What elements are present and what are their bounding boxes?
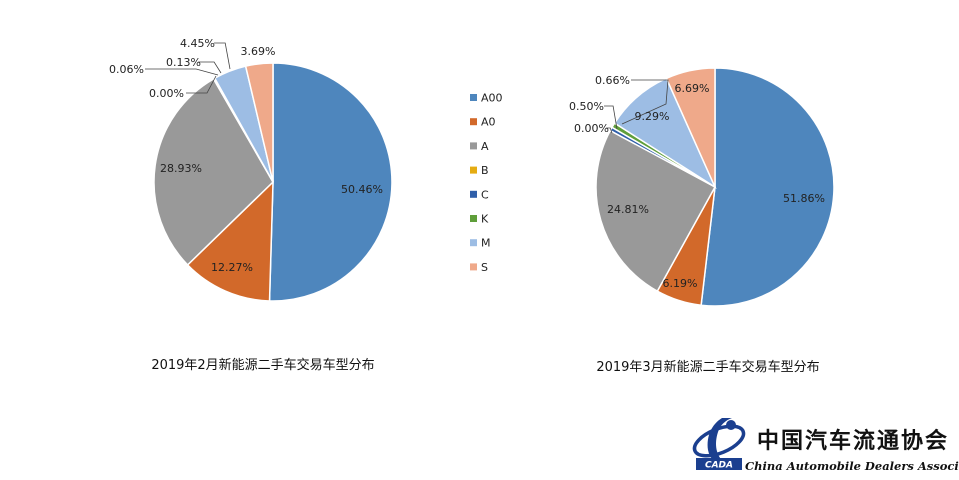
legend-swatch-a0 [470, 118, 477, 126]
pie-chart-feb: 50.46% 12.27% 28.93% 0.00% 0.06% 0.13% 4.45% 3.… [109, 37, 393, 302]
data-label-feb-c: 0.06% [109, 63, 144, 76]
legend-swatch-s [470, 263, 477, 271]
data-label-mar-k: 0.66% [595, 74, 630, 87]
chart-title-feb: 2019年2月新能源二手车交易车型分布 [151, 357, 374, 373]
logo-chinese-name: 中国汽车流通协会 [757, 428, 949, 454]
legend-swatch-k [470, 215, 477, 222]
data-label-feb-s: 3.69% [241, 45, 276, 58]
data-label-feb-a0: 12.27% [211, 261, 253, 274]
leader-line-mar-k [621, 79, 669, 125]
pie-slice-feb-a00 [268, 62, 393, 302]
chart-title-mar: 2019年3月新能源二手车交易车型分布 [596, 359, 819, 375]
logo-english-name: China Automobile Dealers Association [745, 459, 959, 473]
pie-slice-feb-s [244, 62, 274, 183]
legend-label-k: K [481, 213, 489, 226]
legend-label-b: B [481, 164, 489, 177]
data-label-mar-b: 0.00% [574, 122, 609, 135]
data-label-mar-s: 6.69% [675, 82, 710, 95]
pie-slice-mar-a [595, 129, 717, 293]
data-label-feb-a00: 50.46% [341, 183, 383, 196]
cada-emblem-icon: CADA [692, 418, 746, 471]
leader-line-feb-b [186, 75, 217, 94]
data-label-mar-a: 24.81% [607, 203, 649, 216]
legend-swatch-m [470, 239, 477, 247]
legend-swatch-b [470, 166, 477, 174]
legend-label-a00: A00 [481, 92, 503, 105]
data-label-mar-c: 0.50% [569, 100, 604, 113]
pie-chart-mar: 51.86% 6.19% 24.81% 0.00% 0.50% 0.66% 9.29% 6.6… [569, 67, 835, 307]
leader-line-mar-c [604, 105, 618, 130]
leader-line-mar-b [606, 127, 613, 134]
data-label-feb-a: 28.93% [160, 162, 202, 175]
legend-label-c: C [481, 188, 489, 201]
legend-label-m: M [481, 237, 491, 250]
data-label-mar-m: 9.29% [635, 110, 670, 123]
leader-line-feb-c [145, 68, 219, 76]
legend-swatch-a00 [470, 94, 477, 101]
legend-swatch-a [470, 142, 477, 150]
pie-slice-mar-a00 [700, 67, 835, 307]
data-label-feb-m: 4.45% [180, 37, 215, 50]
legend-swatch-c [470, 190, 477, 198]
data-label-mar-a00: 51.86% [783, 192, 825, 205]
leader-line-feb-m [214, 42, 231, 70]
legend-label-s: S [481, 261, 488, 274]
logo-abbr: CADA [705, 461, 733, 471]
data-label-feb-k: 0.13% [166, 56, 201, 69]
legend-label-a: A [481, 140, 489, 153]
leader-line-feb-k [198, 61, 222, 74]
data-label-mar-a0: 6.19% [663, 277, 698, 290]
pie-slice-mar-s [665, 67, 716, 188]
data-label-feb-b: 0.00% [149, 87, 184, 100]
legend-label-a0: A0 [481, 116, 496, 129]
cada-logo: CADA 中国汽车流通协会 China Automobile Dealers A… [692, 418, 959, 473]
pie-slice-feb-a0 [186, 180, 274, 302]
